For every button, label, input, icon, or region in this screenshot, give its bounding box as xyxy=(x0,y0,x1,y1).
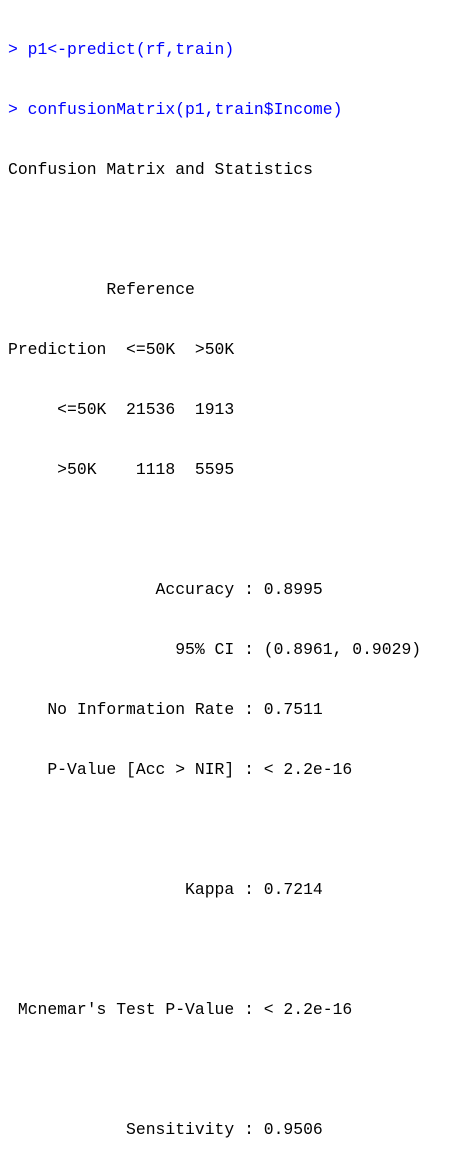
stat-mcnemar: Mcnemar's Test P-Value : < 2.2e-16 xyxy=(8,1000,353,1019)
output-title: Confusion Matrix and Statistics xyxy=(8,160,313,179)
stat-accuracy: Accuracy : 0.8995 xyxy=(8,580,323,599)
matrix-reference-header: Reference xyxy=(8,280,195,299)
stat-95-ci: 95% CI : (0.8961, 0.9029) xyxy=(8,640,422,659)
stat-p-value: P-Value [Acc > NIR] : < 2.2e-16 xyxy=(8,760,353,779)
stat-sensitivity: Sensitivity : 0.9506 xyxy=(8,1120,323,1139)
blank-line xyxy=(8,820,451,840)
blank-line xyxy=(8,940,451,960)
stat-no-information-rate: No Information Rate : 0.7511 xyxy=(8,700,323,719)
matrix-row-le50k: <=50K 21536 1913 xyxy=(8,400,235,419)
blank-line xyxy=(8,220,451,240)
console-command-confusion-matrix: > confusionMatrix(p1,train$Income) xyxy=(8,100,343,119)
matrix-row-gt50k: >50K 1118 5595 xyxy=(8,460,235,479)
blank-line xyxy=(8,520,451,540)
stat-kappa: Kappa : 0.7214 xyxy=(8,880,323,899)
blank-line xyxy=(8,1060,451,1080)
console-command-predict: > p1<-predict(rf,train) xyxy=(8,40,235,59)
matrix-column-header: Prediction <=50K >50K xyxy=(8,340,235,359)
